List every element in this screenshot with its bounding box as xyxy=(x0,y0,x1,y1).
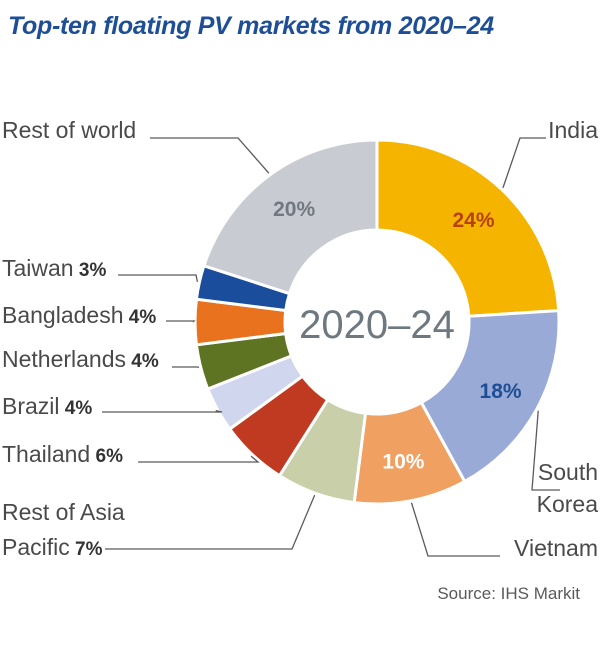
leader-line-brazil xyxy=(102,410,223,413)
category-label-brazil: Brazil 4% xyxy=(2,393,92,419)
value-label-thailand: 6% xyxy=(90,446,123,467)
value-label-rest-of-asia-pacific: 7% xyxy=(70,539,103,560)
category-label-rest-of-asia-pacific-line1: Rest of Asia xyxy=(2,499,125,525)
category-label-south-korea-line2: Korea xyxy=(537,491,599,517)
center-label: 2020–24 xyxy=(299,303,455,347)
category-label-bangladesh: Bangladesh 4% xyxy=(2,302,156,328)
value-label-bangladesh: 4% xyxy=(124,307,157,328)
leader-line-taiwan xyxy=(118,274,199,282)
leader-line-rest-of-asia-pacific xyxy=(105,494,316,550)
leader-line-india xyxy=(502,137,546,189)
value-label-vietnam: 10% xyxy=(382,451,424,474)
category-label-thailand: Thailand 6% xyxy=(2,441,123,467)
category-label-vietnam: Vietnam xyxy=(514,535,598,561)
leader-line-bangladesh xyxy=(166,320,196,323)
label-group: 24% 18% 10% 20% India South Korea Vietnam Rest o… xyxy=(2,117,598,561)
category-label-rest-of-asia-pacific-line2: Pacific 7% xyxy=(2,534,103,560)
source-note: Source: IHS Markit xyxy=(437,584,580,603)
slice-rest-of-world xyxy=(202,138,379,296)
category-label-south-korea-line1: South xyxy=(538,459,598,485)
chart-title: Top-ten floating PV markets from 2020–24 xyxy=(8,12,494,40)
value-label-netherlands: 4% xyxy=(126,351,159,372)
leader-line-rest-of-world xyxy=(150,137,270,174)
leader-line-vietnam xyxy=(410,502,500,557)
leader-lines xyxy=(102,137,560,557)
category-label-netherlands: Netherlands 4% xyxy=(2,346,159,372)
slice-south-korea xyxy=(419,308,561,484)
leader-line-netherlands xyxy=(172,366,200,369)
category-label-rest-of-world: Rest of world xyxy=(2,117,136,143)
value-label-rest-of-world: 20% xyxy=(273,198,315,221)
value-label-india: 24% xyxy=(453,209,495,232)
value-label-south-korea: 18% xyxy=(480,380,522,403)
leader-line-south-korea xyxy=(531,410,560,491)
category-label-india: India xyxy=(548,117,598,143)
category-label-taiwan: Taiwan 3% xyxy=(2,255,106,281)
leader-line-thailand xyxy=(138,455,260,463)
value-label-taiwan: 3% xyxy=(74,260,107,281)
slice-india xyxy=(375,138,561,318)
slice-group xyxy=(193,138,561,506)
value-label-brazil: 4% xyxy=(60,398,93,419)
